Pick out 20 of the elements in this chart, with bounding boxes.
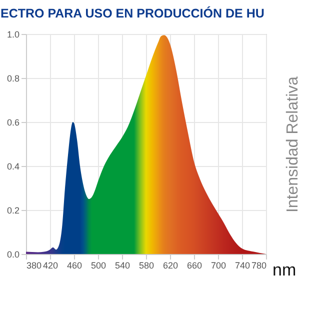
x-tick-label: 500 — [90, 260, 106, 270]
x-tick-label: 380 — [26, 260, 42, 270]
y-tick-label: 1.0 — [6, 30, 20, 40]
x-tick-label: 780 — [251, 260, 266, 270]
x-tick-label: 540 — [114, 260, 130, 270]
y-tick-label: 0.8 — [6, 74, 20, 84]
x-tick-label: 660 — [186, 260, 202, 270]
x-axis-title: nm — [272, 260, 296, 280]
x-tick-label: 460 — [66, 260, 82, 270]
x-tick-label: 700 — [210, 260, 226, 270]
y-tick-label: 0.2 — [6, 206, 20, 216]
y-tick-label: 0.6 — [6, 118, 20, 128]
x-tick-label: 740 — [234, 260, 250, 270]
x-tick-label: 420 — [42, 260, 58, 270]
chart-title: ECTRO PARA USO EN PRODUCCIÓN DE HU — [0, 6, 264, 20]
y-tick-label: 0.4 — [6, 162, 20, 172]
x-tick-label: 620 — [162, 260, 178, 270]
y-tick-label: 0.0 — [6, 250, 20, 260]
x-tick-label: 580 — [138, 260, 154, 270]
y-axis-title: Intensidad Relativa — [284, 76, 302, 213]
